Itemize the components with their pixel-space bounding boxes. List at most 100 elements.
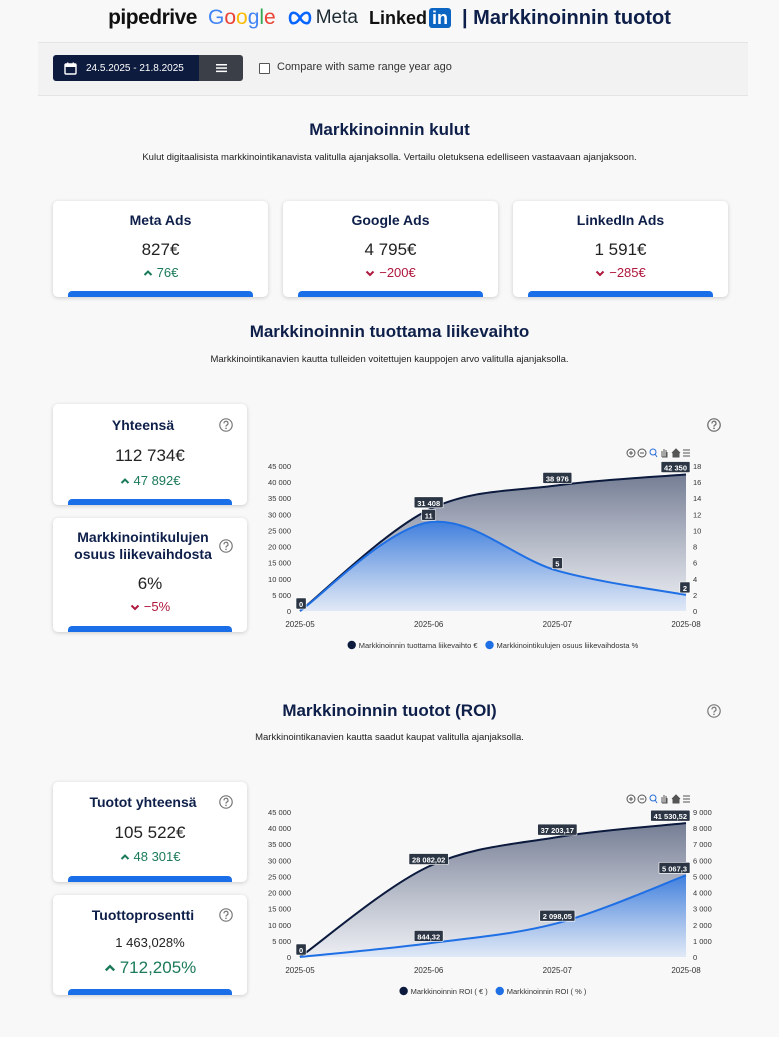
header: pipedrive Google Meta Linked in | Markki… [0, 3, 779, 33]
help-circle [219, 539, 233, 553]
card-bar [68, 291, 253, 297]
data-label-box [408, 853, 449, 865]
zoom-select [649, 794, 657, 802]
change-value: −200€ [379, 265, 416, 280]
data-label-box [658, 862, 691, 874]
chevron [366, 270, 375, 277]
menu [683, 449, 690, 457]
change-value: −285€ [609, 265, 646, 280]
card-bar [68, 876, 232, 882]
series-line [299, 520, 687, 612]
change-value: −5% [143, 599, 171, 614]
card-change: 48 301€ [53, 849, 247, 865]
card-value: 6% [137, 574, 163, 593]
y-tick-label: 12 [693, 510, 701, 519]
data-label: 5 [555, 560, 559, 569]
card-value: 4 795€ [364, 240, 417, 259]
y-tick-label: 16 [693, 478, 701, 487]
x-tick-label: 2025-06 [414, 620, 444, 629]
y-tick-label: 20 000 [268, 889, 291, 898]
chevron [120, 478, 129, 484]
help-circle [219, 908, 233, 922]
menu-button[interactable] [199, 55, 243, 81]
x-tick-label: 2025-05 [285, 620, 315, 629]
help-icon[interactable] [706, 703, 722, 719]
y-tick-label: 5 000 [693, 872, 712, 881]
kpi-card: Meta Ads 827€ 76€ [53, 201, 268, 297]
card-title: LinkedIn Ads [576, 211, 665, 228]
reset [671, 448, 681, 458]
help-circle [707, 704, 721, 718]
change-value: 76€ [156, 265, 179, 280]
card-bar [528, 291, 713, 297]
help-icon[interactable] [218, 417, 234, 433]
y-tick-label: 2 [693, 591, 697, 600]
arrow-up [120, 854, 129, 860]
data-label: 0 [299, 600, 303, 609]
y-tick-label: 8 000 [693, 824, 712, 833]
series-line [299, 473, 687, 612]
section-description: Markkinointikanavien kautta tulleiden vo… [210, 354, 569, 365]
chevron [143, 270, 152, 276]
x-tick-label: 2025-07 [543, 620, 573, 629]
y-tick-label: 20 000 [268, 543, 291, 552]
card-title: Tuotot yhteensä [89, 793, 197, 810]
zoom-out [637, 794, 647, 804]
y-tick-label: 10 000 [268, 921, 291, 930]
data-label-box [295, 597, 307, 610]
card-bar [68, 626, 232, 632]
data-label-box [413, 496, 444, 509]
google-logo: Google [207, 6, 276, 29]
help-icon[interactable] [218, 794, 234, 810]
kpi-card: LinkedIn Ads 1 591€ −285€ [513, 201, 728, 297]
data-label-box [650, 809, 691, 822]
card-value: 1 591€ [594, 240, 647, 259]
chevron [120, 854, 129, 860]
card-value: 1 463,028% [115, 935, 185, 950]
kpi-card: Tuottoprosentti 1 463,028% 712,205% [53, 895, 247, 995]
card-change: 47 892€ [53, 473, 247, 489]
help-circle [707, 418, 721, 432]
data-label-box [660, 461, 691, 473]
y-tick-label: 5 000 [272, 591, 291, 600]
help-icon[interactable] [706, 417, 722, 433]
help-mark [223, 420, 229, 427]
y-tick-label: 25 000 [268, 526, 291, 535]
data-label: 844,32 [417, 932, 440, 941]
x-tick-label: 2025-08 [671, 620, 701, 629]
card-title: Yhteensä [111, 416, 175, 433]
card-value: 827€ [141, 240, 180, 259]
reset [671, 794, 681, 804]
compare-checkbox[interactable] [259, 63, 270, 74]
data-label-box [551, 557, 563, 570]
date-range-button[interactable]: 24.5.2025 - 21.8.2025 [53, 55, 199, 81]
card-value: 105 522€ [114, 823, 186, 842]
page-title: | Markkinoinnin tuotot [462, 6, 671, 29]
help-icon[interactable] [218, 538, 234, 554]
area-fill [300, 521, 686, 611]
help-mark [223, 797, 229, 804]
y-tick-label: 6 000 [693, 856, 712, 865]
menu [683, 795, 690, 803]
y-tick-label: 15 000 [268, 559, 291, 568]
y-tick-label: 1 000 [693, 937, 712, 946]
help-icon[interactable] [218, 907, 234, 923]
help-mark [711, 420, 717, 427]
data-label: 31 408 [417, 499, 440, 508]
card-change: 76€ [53, 265, 268, 281]
kpi-card: Yhteensä 112 734€ 47 892€ [53, 404, 247, 505]
help-dot [225, 917, 227, 920]
kpi-card: Tuotot yhteensä 105 522€ 48 301€ [53, 782, 247, 882]
legend-marker [399, 986, 408, 996]
legend-item: Markkinoinnin tuottama liikevaihto € [347, 640, 478, 650]
compare-label[interactable]: Compare with same range year ago [277, 61, 452, 73]
help-dot [713, 713, 715, 716]
help-circle [219, 795, 233, 809]
help-circle [219, 418, 233, 432]
series-line [299, 822, 687, 958]
data-label: 37 203,17 [541, 826, 574, 835]
calendar-icon [64, 62, 77, 75]
y-tick-label: 6 [693, 559, 697, 568]
help-dot [225, 427, 227, 430]
